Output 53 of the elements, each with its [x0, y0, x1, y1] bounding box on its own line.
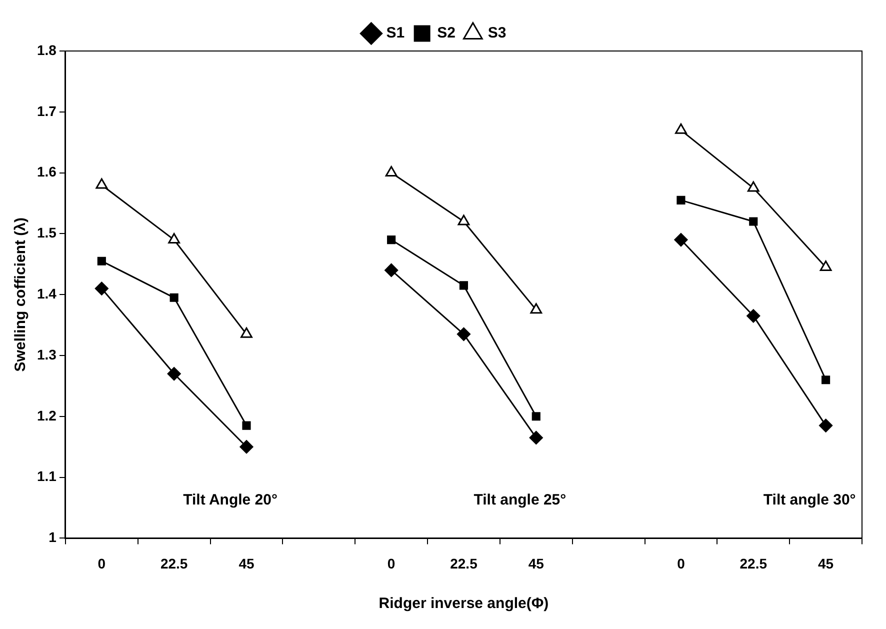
- y-tick-label: 1.1: [36, 468, 57, 484]
- point: [822, 376, 830, 384]
- y-tick-label: 1.3: [36, 346, 57, 362]
- y-tick-label: 1.2: [36, 407, 57, 424]
- x-tick-label: 0: [98, 555, 106, 572]
- legend-label: S2: [437, 24, 456, 42]
- point: [819, 418, 833, 432]
- point: [387, 236, 396, 244]
- point: [747, 181, 760, 192]
- y-tick-label: 1.6: [36, 164, 57, 180]
- point: [675, 123, 687, 134]
- x-tick-label: 22.5: [160, 555, 188, 572]
- point: [529, 430, 543, 444]
- point: [820, 260, 832, 271]
- y-axis-title: Swelling cofficient (λ): [12, 218, 30, 372]
- point: [97, 256, 106, 266]
- point: [458, 214, 470, 226]
- legend-label: S3: [488, 24, 506, 42]
- x-tick-label: 0: [677, 555, 686, 572]
- point: [749, 217, 758, 226]
- point: [459, 281, 468, 290]
- x-axis-title: Ridger inverse angle(Φ): [378, 595, 549, 612]
- x-tick-label: 22.5: [450, 555, 478, 572]
- point: [532, 412, 540, 421]
- x-tick-label: 0: [387, 555, 396, 572]
- point: [384, 263, 398, 277]
- point: [96, 178, 108, 189]
- point: [676, 196, 686, 204]
- y-tick-label: 1.8: [36, 42, 57, 58]
- legend-label: S1: [386, 24, 405, 42]
- point: [242, 421, 251, 430]
- y-tick-label: 1.7: [36, 102, 57, 119]
- annotation: Tilt angle 25°: [474, 491, 566, 508]
- point: [240, 440, 254, 454]
- annotation: Tilt angle 30°: [763, 491, 856, 508]
- point: [168, 233, 180, 244]
- x-tick-label: 45: [818, 555, 834, 572]
- point: [746, 309, 760, 323]
- x-tick-label: 45: [238, 555, 254, 572]
- point: [385, 166, 398, 177]
- point: [167, 367, 181, 381]
- y-tick-label: 1: [48, 529, 57, 546]
- point: [170, 293, 178, 302]
- point: [94, 282, 108, 296]
- y-tick-label: 1.4: [36, 285, 57, 302]
- x-tick-label: 45: [528, 555, 544, 572]
- point: [240, 327, 252, 338]
- point: [530, 303, 542, 314]
- point: [456, 327, 470, 341]
- point: [674, 233, 688, 247]
- annotation: Tilt Angle 20°: [183, 491, 278, 508]
- x-tick-label: 22.5: [740, 555, 768, 572]
- y-tick-label: 1.5: [36, 224, 57, 241]
